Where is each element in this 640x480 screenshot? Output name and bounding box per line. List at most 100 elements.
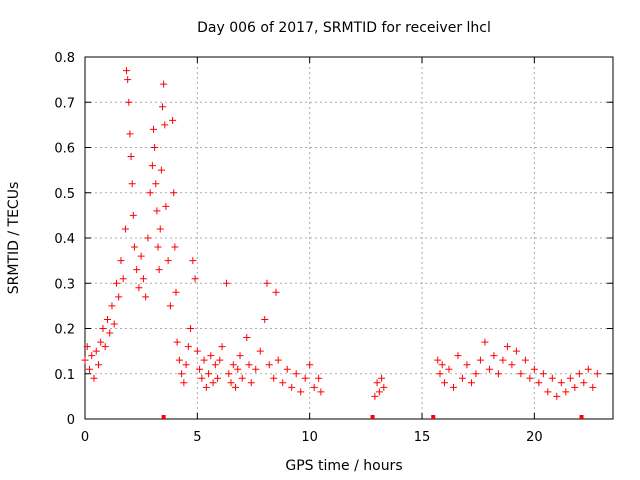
data-point bbox=[436, 370, 444, 378]
data-point bbox=[182, 361, 190, 369]
data-point bbox=[315, 374, 323, 382]
baseline-marker bbox=[161, 415, 166, 419]
data-point bbox=[123, 67, 131, 75]
data-point bbox=[438, 361, 446, 369]
data-point bbox=[458, 374, 466, 382]
data-point bbox=[236, 352, 244, 360]
data-point bbox=[218, 343, 226, 351]
data-point bbox=[589, 383, 597, 391]
baseline-marker bbox=[431, 415, 436, 419]
data-point bbox=[153, 207, 161, 215]
data-point bbox=[81, 356, 89, 364]
data-point bbox=[265, 361, 273, 369]
y-axis: 0 0.1 0.2 0.3 0.4 0.5 0.6 0.7 0.8 bbox=[54, 51, 613, 428]
data-point bbox=[274, 356, 282, 364]
data-point bbox=[184, 343, 192, 351]
data-point bbox=[94, 361, 102, 369]
x-tick-label: 5 bbox=[193, 430, 201, 445]
data-point bbox=[117, 257, 125, 265]
y-tick-label: 0.2 bbox=[54, 323, 75, 338]
data-point bbox=[127, 153, 135, 161]
y-tick-label: 0.5 bbox=[54, 187, 75, 202]
baseline-markers bbox=[161, 415, 584, 419]
grid bbox=[85, 57, 613, 419]
data-point bbox=[108, 302, 116, 310]
data-point bbox=[580, 379, 588, 387]
data-point bbox=[191, 275, 199, 283]
data-point bbox=[160, 80, 168, 88]
plot-frame bbox=[84, 56, 614, 420]
data-point bbox=[88, 352, 96, 360]
data-point bbox=[198, 374, 206, 382]
data-point bbox=[106, 329, 114, 337]
data-point bbox=[535, 379, 543, 387]
data-point bbox=[126, 130, 134, 138]
data-point bbox=[164, 257, 172, 265]
data-point bbox=[263, 279, 271, 287]
data-point bbox=[517, 370, 525, 378]
data-point bbox=[562, 388, 570, 396]
baseline-marker bbox=[370, 415, 375, 419]
data-point bbox=[234, 365, 242, 373]
data-point bbox=[229, 361, 237, 369]
data-point bbox=[156, 225, 164, 233]
data-point bbox=[148, 162, 156, 170]
data-point bbox=[155, 266, 163, 274]
data-point bbox=[92, 347, 100, 355]
data-point bbox=[245, 361, 253, 369]
data-point bbox=[575, 370, 583, 378]
data-point bbox=[539, 370, 547, 378]
data-point bbox=[494, 370, 502, 378]
data-point bbox=[187, 325, 195, 332]
data-point bbox=[553, 392, 561, 400]
data-point bbox=[103, 315, 111, 323]
data-point bbox=[142, 293, 150, 301]
data-point bbox=[544, 388, 552, 396]
data-point bbox=[162, 202, 170, 210]
data-point bbox=[270, 374, 278, 382]
data-point bbox=[129, 211, 137, 219]
data-point bbox=[166, 302, 174, 310]
data-point bbox=[371, 392, 379, 400]
data-point bbox=[225, 370, 233, 378]
data-point bbox=[440, 379, 448, 387]
data-point bbox=[133, 266, 141, 274]
y-tick-label: 0.7 bbox=[54, 96, 75, 111]
data-point bbox=[584, 365, 592, 373]
data-point bbox=[128, 180, 136, 188]
data-point bbox=[209, 379, 217, 387]
data-point bbox=[503, 343, 511, 351]
data-point bbox=[151, 144, 159, 151]
data-point bbox=[173, 338, 181, 346]
data-point bbox=[175, 356, 183, 364]
y-axis-label: SRMTID / TECUs bbox=[6, 182, 22, 295]
data-point bbox=[157, 166, 165, 174]
data-point bbox=[223, 279, 231, 287]
data-point bbox=[189, 257, 197, 265]
data-point bbox=[283, 365, 291, 373]
data-point bbox=[380, 383, 388, 391]
data-point bbox=[193, 347, 201, 355]
data-point bbox=[178, 370, 186, 378]
data-point bbox=[135, 284, 143, 292]
data-point bbox=[83, 343, 91, 351]
data-point bbox=[144, 234, 152, 242]
data-point bbox=[481, 338, 489, 346]
data-point bbox=[256, 347, 264, 355]
data-point bbox=[211, 361, 219, 369]
data-point bbox=[463, 361, 471, 369]
data-point bbox=[97, 338, 105, 346]
data-point bbox=[152, 180, 160, 188]
x-tick-label: 15 bbox=[414, 430, 431, 445]
data-point bbox=[530, 365, 538, 373]
data-point bbox=[90, 374, 98, 382]
data-point bbox=[485, 365, 493, 373]
data-point bbox=[169, 116, 177, 124]
x-axis-label: GPS time / hours bbox=[285, 458, 402, 474]
data-point bbox=[180, 379, 188, 387]
data-point bbox=[232, 383, 240, 391]
x-tick-label: 0 bbox=[81, 430, 89, 445]
data-point bbox=[292, 370, 300, 378]
data-point bbox=[125, 98, 133, 106]
